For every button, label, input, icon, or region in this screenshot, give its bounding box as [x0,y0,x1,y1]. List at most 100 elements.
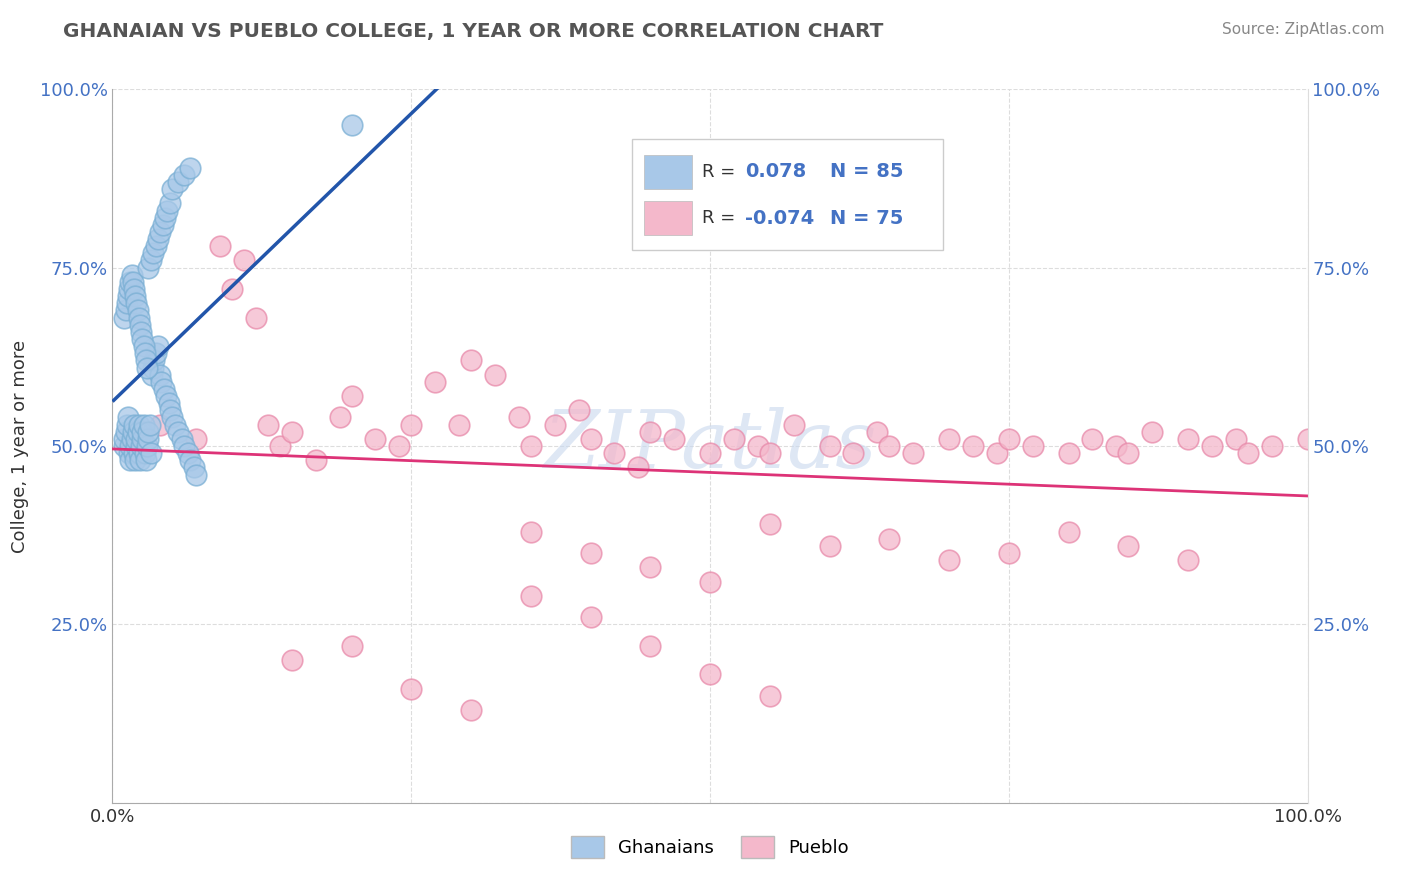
Point [122,417,145,432]
Point [121,432,143,446]
Point [579,610,602,624]
Text: N = 75: N = 75 [830,209,903,227]
Point [879,532,901,546]
Point [179,161,201,175]
Point [155,389,177,403]
Point [125,439,148,453]
Point [520,524,543,539]
Point [329,410,352,425]
Point [305,453,328,467]
Point [508,410,530,425]
Point [842,446,865,460]
Point [115,296,138,310]
Point [364,432,387,446]
Text: N = 85: N = 85 [830,162,903,181]
Point [484,368,506,382]
Point [1142,425,1164,439]
Point [167,175,190,189]
Point [173,168,195,182]
Point [121,268,143,282]
Point [998,432,1021,446]
Point [782,417,804,432]
Point [221,282,243,296]
Point [759,446,782,460]
Point [723,432,745,446]
Point [340,389,363,403]
Point [129,453,152,467]
Point [1081,432,1104,446]
Text: R =: R = [702,210,741,227]
Point [579,546,602,560]
Point [699,446,721,460]
Point [186,467,208,482]
Point [818,439,841,453]
Point [157,396,180,410]
Point [145,346,167,360]
Point [125,432,148,446]
Point [115,417,138,432]
Point [146,339,169,353]
Point [245,310,267,325]
Point [520,439,543,453]
Point [131,332,153,346]
Point [139,253,162,268]
Point [153,382,176,396]
Point [1201,439,1223,453]
Point [127,425,149,439]
Y-axis label: College, 1 year or more: College, 1 year or more [10,340,28,552]
Point [146,232,169,246]
FancyBboxPatch shape [644,155,692,189]
Point [177,446,200,460]
Text: -0.074: -0.074 [745,209,814,227]
Point [759,689,782,703]
Point [134,346,156,360]
Text: Source: ZipAtlas.com: Source: ZipAtlas.com [1222,22,1385,37]
Point [149,368,172,382]
Point [281,653,304,667]
Point [149,225,172,239]
Point [131,432,153,446]
Point [143,353,166,368]
Point [136,439,159,453]
Point [640,639,662,653]
Point [699,574,721,589]
Point [124,453,146,467]
Point [114,439,135,453]
Point [114,303,136,318]
Point [131,425,153,439]
Point [135,453,157,467]
Point [1057,446,1080,460]
Point [114,425,136,439]
Point [1057,524,1080,539]
Point [124,289,146,303]
Point [401,417,423,432]
Point [163,417,186,432]
Text: 0.078: 0.078 [745,162,806,181]
Point [568,403,591,417]
Point [938,432,960,446]
Point [1177,432,1199,446]
Point [998,546,1021,560]
Point [120,453,142,467]
Point [579,432,602,446]
Point [138,417,160,432]
Point [340,639,363,653]
Point [129,325,152,339]
Legend: Ghanaians, Pueblo: Ghanaians, Pueblo [564,829,856,865]
Point [150,375,173,389]
Point [520,589,543,603]
Point [121,425,143,439]
Point [129,439,152,453]
Point [1118,539,1140,553]
Point [120,275,142,289]
Point [1296,432,1319,446]
Point [153,211,176,225]
Point [903,446,925,460]
Point [114,310,135,325]
Point [938,553,960,567]
Point [132,339,155,353]
Point [640,560,662,574]
Point [114,432,135,446]
Point [127,303,149,318]
Point [603,446,626,460]
